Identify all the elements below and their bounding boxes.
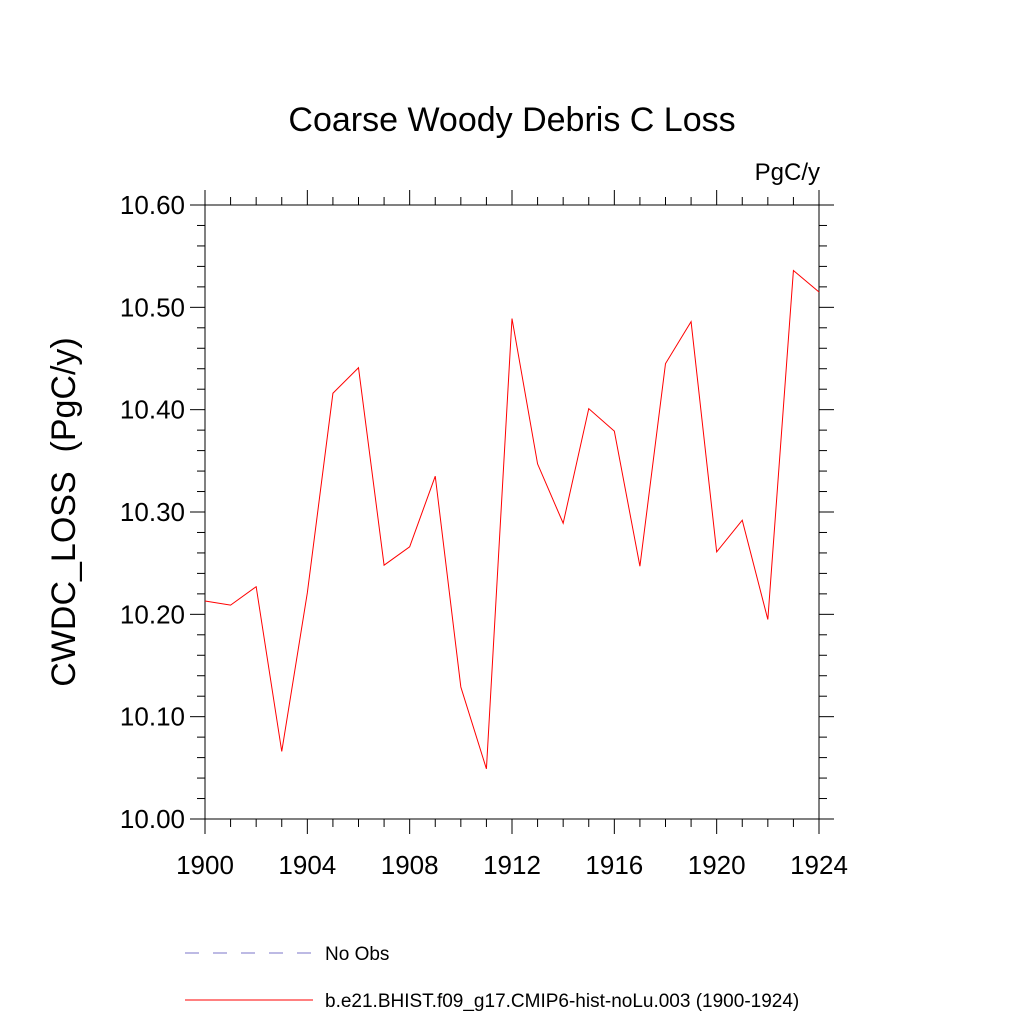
legend-label-1: No Obs (325, 944, 389, 965)
legend: No Obs b.e21.BHIST.f09_g17.CMIP6-hist-noL… (185, 944, 799, 1012)
data-series (204, 269, 820, 770)
x-tick-label: 1908 (381, 850, 439, 880)
axis-ticks (190, 190, 834, 834)
series-line (204, 269, 820, 770)
x-tick-label: 1916 (585, 850, 643, 880)
legend-label-2: b.e21.BHIST.f09_g17.CMIP6-hist-noLu.003 … (325, 991, 799, 1012)
y-tick-label: 10.10 (120, 702, 185, 732)
y-tick-label: 10.20 (120, 599, 185, 629)
x-tick-label: 1904 (278, 850, 336, 880)
y-tick-label: 10.30 (120, 497, 185, 527)
x-tick-label: 1912 (483, 850, 541, 880)
axis-tick-labels: 10.00 10.10 10.20 10.30 10.40 10.50 10.60 1900 1… (120, 190, 848, 880)
x-tick-label: 1920 (688, 850, 746, 880)
x-tick-label: 1924 (790, 850, 848, 880)
y-tick-label: 10.50 (120, 292, 185, 322)
y-axis-title: CWDC_LOSS (PgC/y) (45, 337, 83, 687)
chart-title: Coarse Woody Debris C Loss (288, 101, 735, 139)
units-label: PgC/y (755, 159, 820, 186)
y-tick-label: 10.00 (120, 804, 185, 834)
y-tick-label: 10.60 (120, 190, 185, 220)
y-tick-label: 10.40 (120, 395, 185, 425)
plot-frame (204, 204, 820, 820)
x-tick-label: 1900 (176, 850, 234, 880)
